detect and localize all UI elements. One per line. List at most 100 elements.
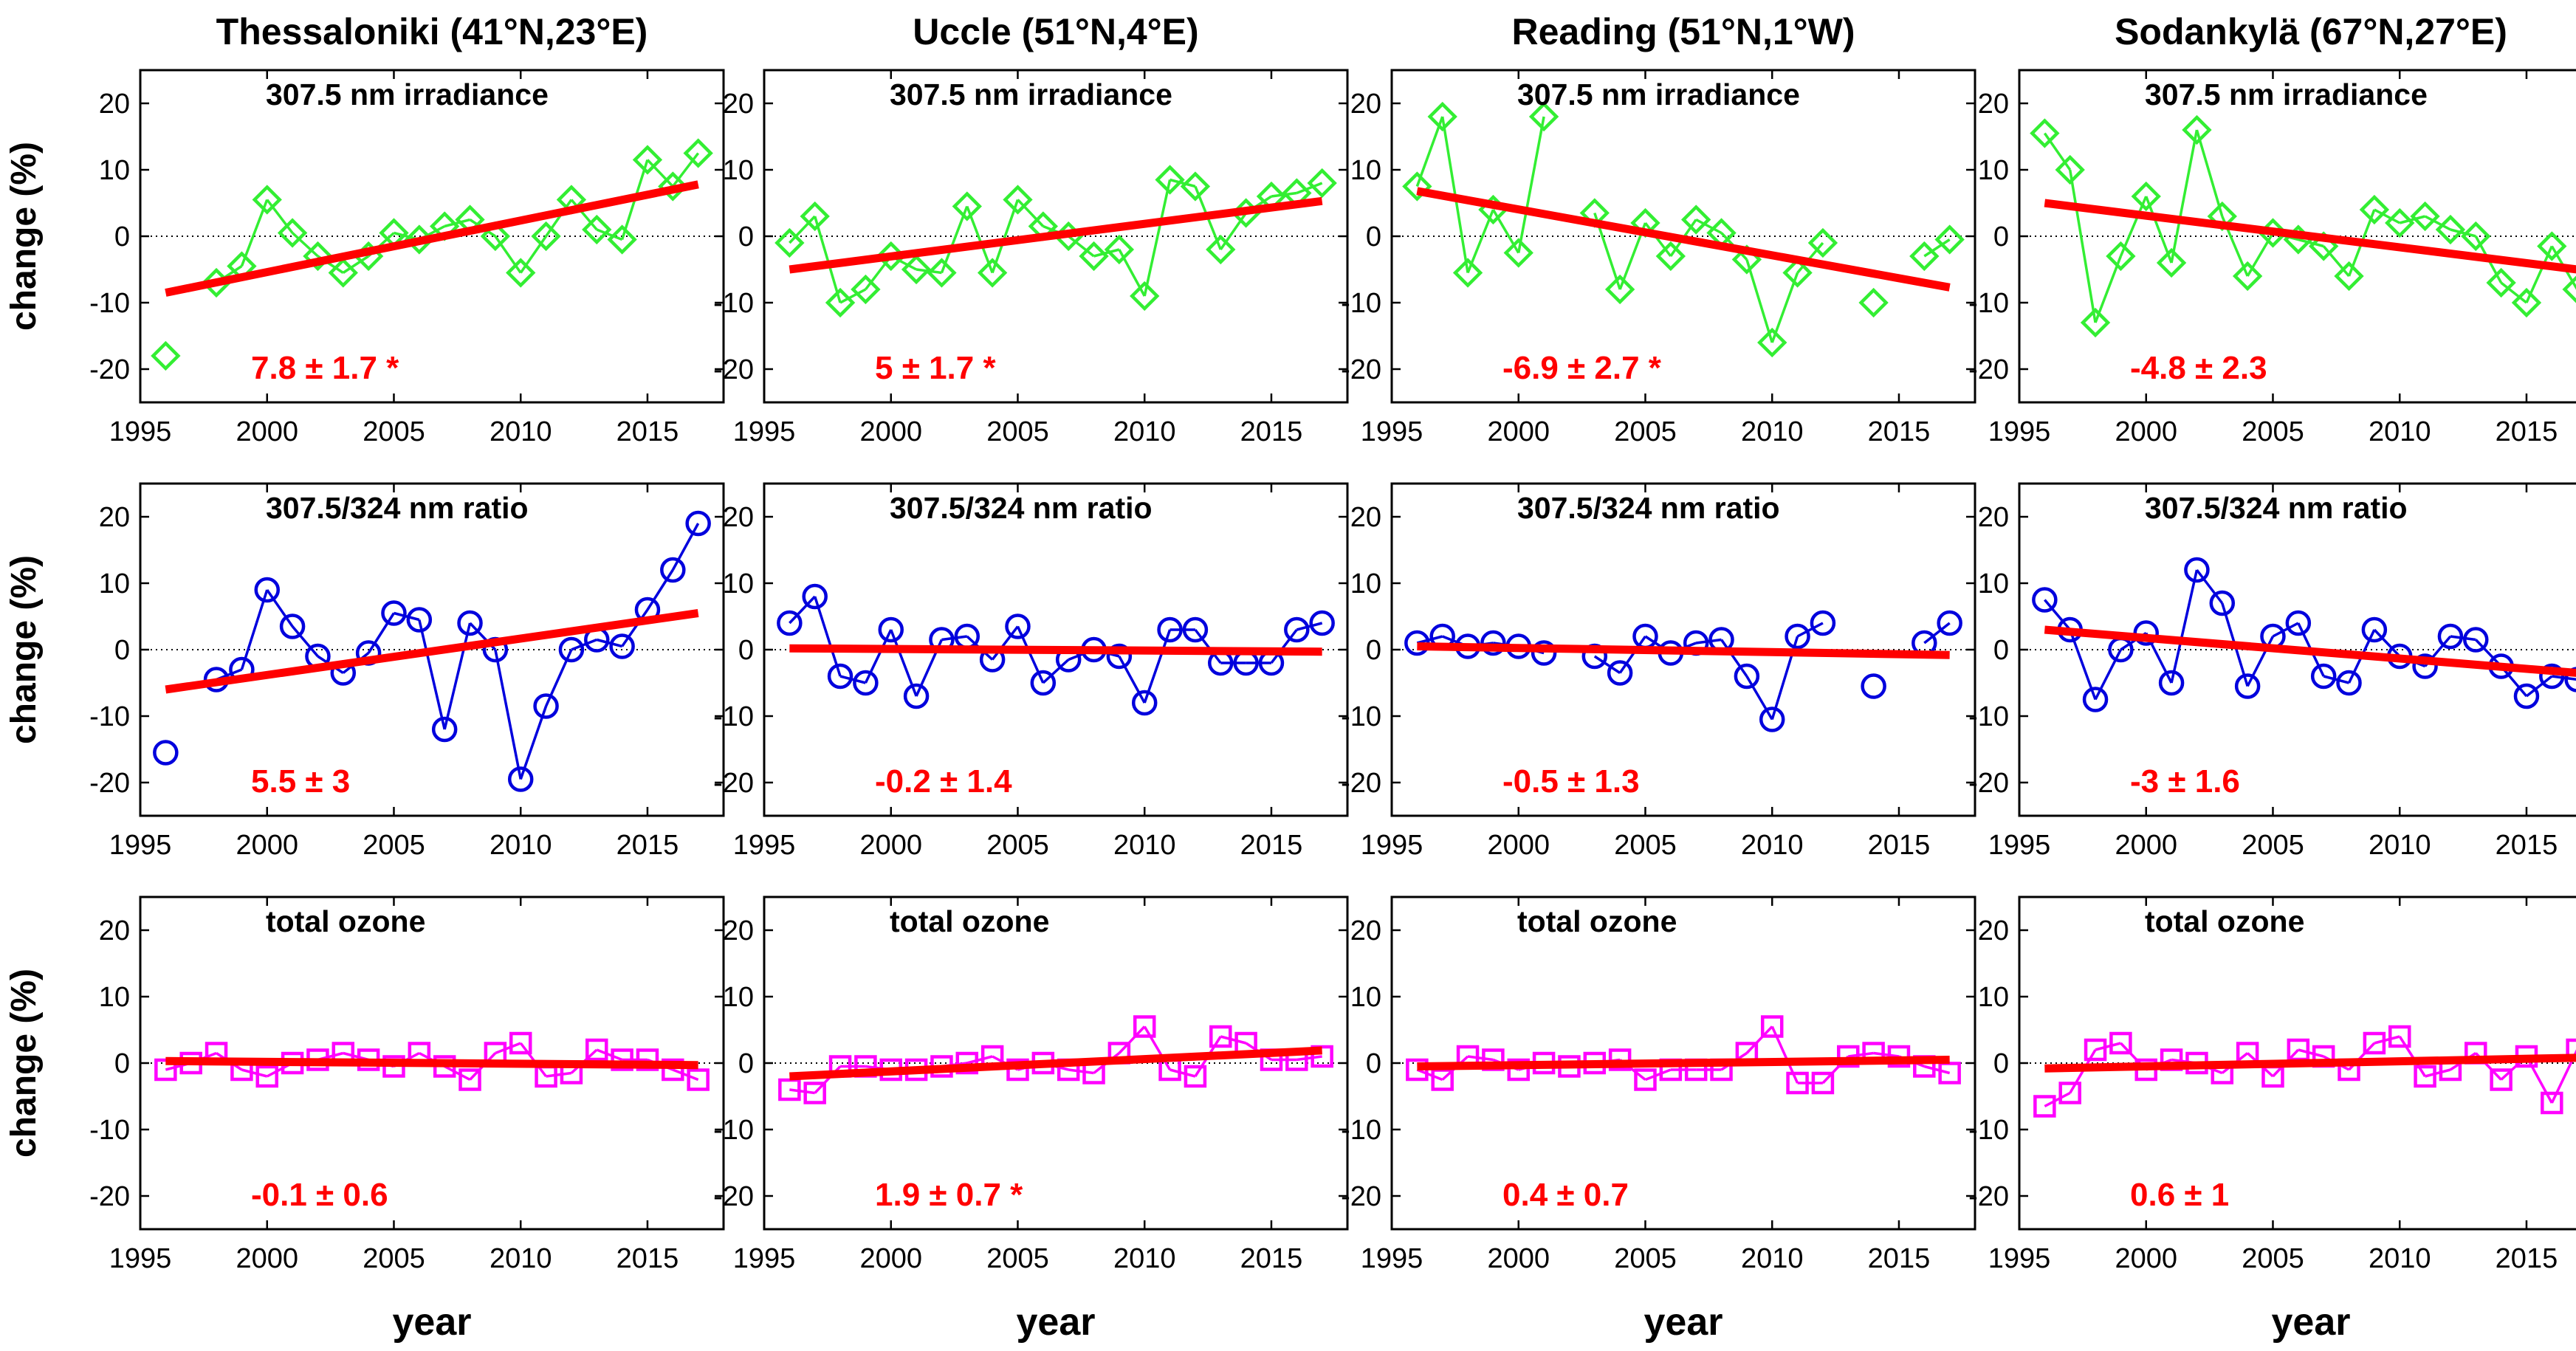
data-point: [1030, 670, 1057, 696]
data-point: [2131, 181, 2161, 212]
data-point: [800, 201, 830, 232]
trend-line: [789, 644, 1322, 656]
data-point: [952, 191, 982, 221]
y-tick-label: 0: [114, 221, 130, 252]
y-tick-label: -20: [1968, 354, 2009, 385]
series-segment: [1068, 235, 1095, 258]
data-point: [2410, 201, 2440, 232]
panel-title: Sodankylä (67°N,27°E): [2115, 11, 2507, 52]
x-tick-label: 2015: [1868, 416, 1931, 447]
series-group: [2033, 1025, 2576, 1118]
y-tick-label: 0: [114, 1048, 130, 1079]
data-point: [2537, 231, 2567, 261]
data-point: [1131, 690, 1158, 716]
trend-value: -4.8 ± 2.3: [2130, 350, 2267, 386]
data-point: [252, 185, 282, 215]
series-segment: [2373, 628, 2401, 658]
data-point: [585, 1038, 608, 1062]
chart-panel: 1995 2000 2005 2010 2015 -20 -10 0 10 20 total ozo…: [4, 895, 725, 1344]
series-segment: [1416, 1068, 1443, 1082]
x-tick-label: 2010: [1741, 830, 1804, 861]
x-tick-label: 1995: [1361, 1243, 1423, 1274]
variable-label: total ozone: [2145, 904, 2304, 938]
data-point: [2080, 307, 2111, 338]
series-segment: [1143, 1025, 1172, 1070]
x-axis-label: year: [1644, 1301, 1723, 1344]
data-point: [582, 214, 612, 245]
series-segment: [621, 609, 649, 647]
data-point: [901, 254, 932, 285]
data-point: [1757, 327, 1787, 358]
data-point: [2435, 214, 2466, 245]
series-segment: [443, 622, 472, 730]
plot-frame: [763, 895, 1349, 1231]
series-segment: [1143, 179, 1172, 297]
series-segment: [596, 1048, 623, 1062]
data-point: [1531, 640, 1557, 666]
data-point: [2084, 1038, 2107, 1062]
y-tick-label: 10: [723, 155, 754, 186]
series-segment: [1296, 1055, 1322, 1062]
data-point: [1503, 238, 1533, 268]
data-point: [802, 583, 828, 610]
y-tick-label: 10: [99, 568, 130, 599]
y-tick-label: 10: [1978, 155, 2009, 186]
data-point: [1507, 1058, 1530, 1082]
variable-label: total ozone: [1517, 904, 1677, 938]
y-tick-label: -20: [713, 768, 754, 799]
x-tick-label: 1995: [1988, 1243, 2051, 1274]
data-point: [825, 287, 856, 318]
series-group: [1406, 1015, 1961, 1095]
data-point: [1937, 610, 1962, 636]
data-point: [558, 636, 585, 663]
series-segment: [2195, 129, 2224, 217]
series-segment: [2170, 569, 2199, 684]
chart-panel: 1995 2000 2005 2010 2015 -20 -10 0 10 20 307.5/324…: [1341, 482, 1976, 861]
data-point: [2463, 627, 2489, 653]
series-segment: [1517, 116, 1545, 253]
series-segment: [2298, 1048, 2324, 1058]
y-tick-label: -20: [713, 1181, 754, 1212]
x-tick-label: 2005: [363, 1243, 425, 1274]
y-tick-label: 20: [1978, 89, 2009, 120]
data-point: [636, 1048, 659, 1071]
series-segment: [519, 705, 548, 780]
x-tick-label: 2000: [859, 1243, 922, 1274]
series-segment: [596, 228, 623, 241]
data-point: [658, 171, 688, 202]
series-segment: [519, 236, 548, 274]
x-tick-label: 2015: [1868, 830, 1931, 861]
data-point: [279, 613, 306, 639]
data-point: [1909, 241, 1940, 272]
data-point: [507, 766, 534, 792]
y-tick-label: 10: [99, 982, 130, 1013]
series-segment: [1644, 221, 1672, 258]
x-tick-label: 2015: [616, 830, 679, 861]
data-point: [1607, 660, 1633, 686]
variable-label: total ozone: [890, 904, 1049, 938]
data-point: [2511, 287, 2542, 318]
x-axis-label: year: [2272, 1301, 2351, 1344]
series-segment: [646, 159, 674, 188]
series-segment: [941, 635, 968, 642]
y-tick-label: 0: [1366, 635, 1381, 666]
data-point: [1184, 1065, 1207, 1088]
panel-title: Uccle (51°N,4°E): [913, 11, 1198, 52]
series-segment: [240, 589, 269, 670]
chart-panel: 1995 2000 2005 2010 2015 -20 -10 0 10 20 307.5/324…: [713, 482, 1349, 861]
data-point: [1106, 643, 1133, 670]
x-tick-label: 2010: [2369, 416, 2431, 447]
data-point: [2566, 1038, 2576, 1062]
data-point: [827, 663, 853, 690]
series-segment: [2145, 196, 2173, 264]
data-point: [2564, 667, 2576, 692]
data-point: [1934, 224, 1965, 255]
x-tick-label: 2015: [2496, 1243, 2558, 1274]
data-point: [2032, 587, 2058, 613]
series-segment: [240, 199, 269, 267]
plot-frame: [763, 482, 1349, 817]
x-tick-label: 2000: [859, 830, 922, 861]
series-segment: [1220, 1035, 1247, 1045]
data-point: [1810, 610, 1836, 636]
